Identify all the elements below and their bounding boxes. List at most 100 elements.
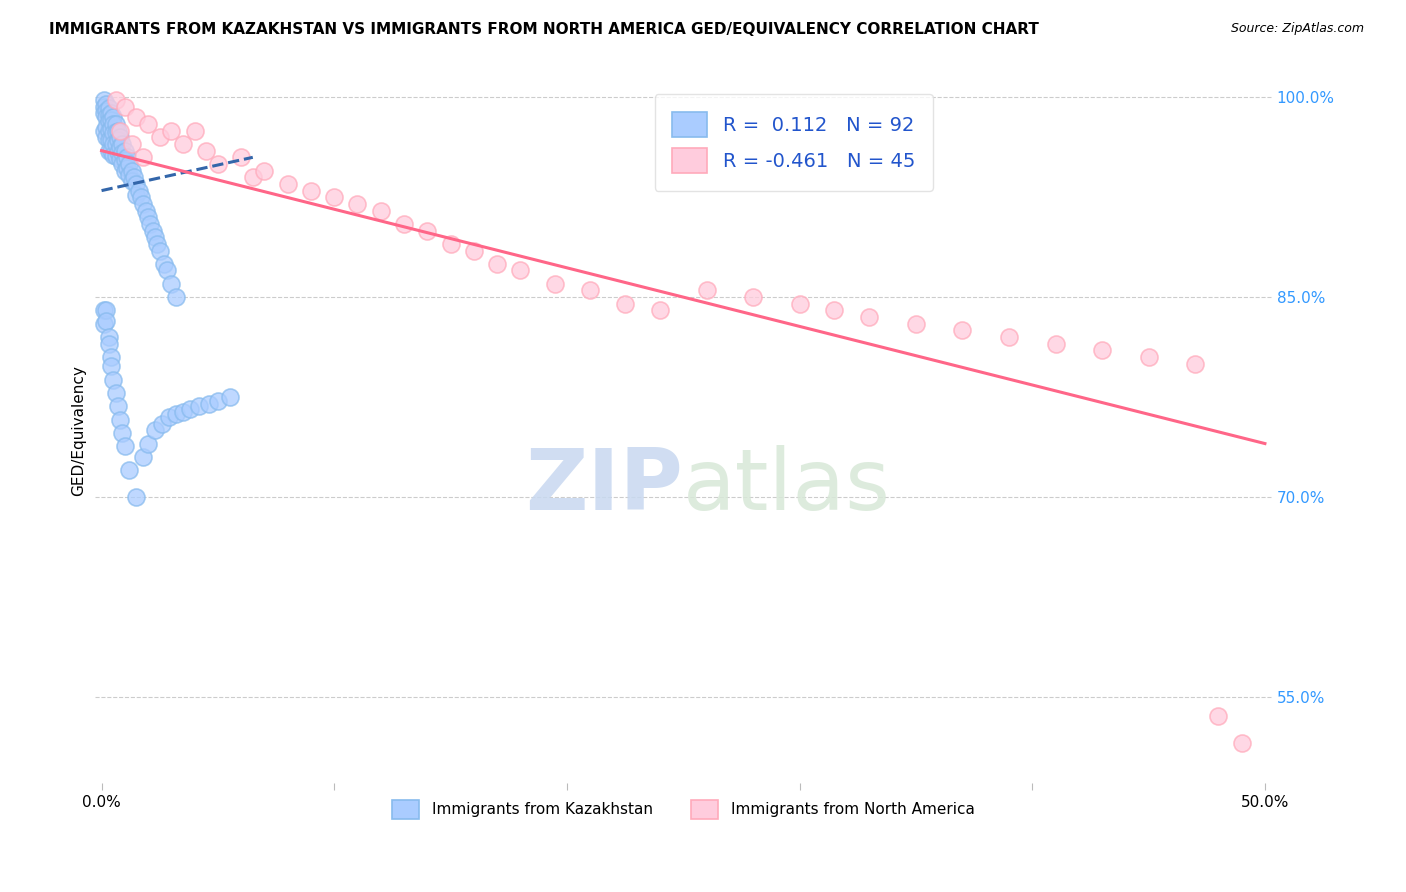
Point: [149, 244, 172, 258]
Point: [96, 103, 118, 118]
Point: [1137, 350, 1160, 364]
Point: [104, 125, 127, 139]
Point: [103, 117, 125, 131]
Point: [114, 439, 136, 453]
Point: [108, 139, 131, 153]
Point: [416, 223, 439, 237]
Point: [1208, 709, 1230, 723]
Point: [115, 150, 138, 164]
Point: [579, 284, 602, 298]
Point: [183, 124, 205, 138]
Y-axis label: GED/Equivalency: GED/Equivalency: [72, 365, 86, 496]
Point: [100, 359, 122, 374]
Point: [122, 170, 145, 185]
Point: [114, 163, 136, 178]
Point: [108, 124, 131, 138]
Point: [153, 257, 176, 271]
Point: [614, 297, 637, 311]
Text: ZIP: ZIP: [526, 445, 683, 528]
Point: [156, 263, 179, 277]
Point: [1230, 736, 1253, 750]
Point: [142, 223, 165, 237]
Point: [231, 150, 253, 164]
Point: [188, 399, 211, 413]
Point: [97, 336, 120, 351]
Point: [195, 144, 218, 158]
Point: [111, 425, 134, 440]
Point: [132, 197, 155, 211]
Point: [93, 317, 115, 331]
Point: [93, 124, 115, 138]
Point: [160, 124, 183, 138]
Point: [111, 146, 134, 161]
Point: [323, 190, 346, 204]
Point: [100, 350, 122, 364]
Point: [143, 230, 166, 244]
Point: [463, 244, 485, 258]
Point: [114, 100, 136, 114]
Point: [143, 423, 166, 437]
Point: [172, 404, 194, 418]
Point: [121, 136, 143, 151]
Point: [93, 303, 115, 318]
Point: [97, 330, 120, 344]
Text: Source: ZipAtlas.com: Source: ZipAtlas.com: [1230, 22, 1364, 36]
Point: [103, 127, 125, 141]
Point: [1184, 357, 1206, 371]
Point: [108, 130, 131, 145]
Point: [136, 436, 159, 450]
Point: [93, 100, 115, 114]
Point: [96, 97, 118, 112]
Point: [96, 130, 118, 145]
Point: [253, 163, 276, 178]
Point: [100, 106, 122, 120]
Point: [97, 144, 120, 158]
Point: [346, 197, 368, 211]
Point: [146, 236, 169, 251]
Point: [207, 157, 229, 171]
Point: [100, 144, 122, 158]
Point: [149, 130, 172, 145]
Point: [104, 117, 127, 131]
Point: [103, 136, 125, 151]
Point: [544, 277, 567, 291]
Point: [118, 168, 141, 182]
Point: [648, 303, 671, 318]
Point: [107, 133, 129, 147]
Point: [111, 136, 134, 151]
Point: [97, 108, 120, 122]
Point: [107, 124, 129, 138]
Point: [695, 284, 717, 298]
Point: [904, 317, 927, 331]
Point: [115, 161, 138, 175]
Point: [509, 263, 531, 277]
Point: [150, 417, 173, 431]
Point: [172, 136, 194, 151]
Point: [242, 170, 264, 185]
Point: [392, 217, 415, 231]
Point: [107, 145, 129, 159]
Point: [1091, 343, 1114, 358]
Point: [125, 187, 148, 202]
Point: [136, 211, 159, 225]
Point: [1045, 336, 1067, 351]
Point: [103, 111, 125, 125]
Point: [104, 93, 127, 107]
Point: [108, 412, 131, 426]
Point: [93, 106, 115, 120]
Point: [824, 303, 846, 318]
Point: [135, 203, 157, 218]
Point: [207, 393, 229, 408]
Point: [742, 290, 765, 304]
Point: [165, 407, 187, 421]
Point: [111, 157, 134, 171]
Point: [97, 114, 120, 128]
Legend: Immigrants from Kazakhstan, Immigrants from North America: Immigrants from Kazakhstan, Immigrants f…: [385, 794, 980, 825]
Point: [97, 133, 120, 147]
Point: [439, 236, 461, 251]
Point: [97, 124, 120, 138]
Point: [157, 409, 180, 424]
Point: [277, 177, 299, 191]
Point: [104, 386, 127, 401]
Point: [218, 390, 240, 404]
